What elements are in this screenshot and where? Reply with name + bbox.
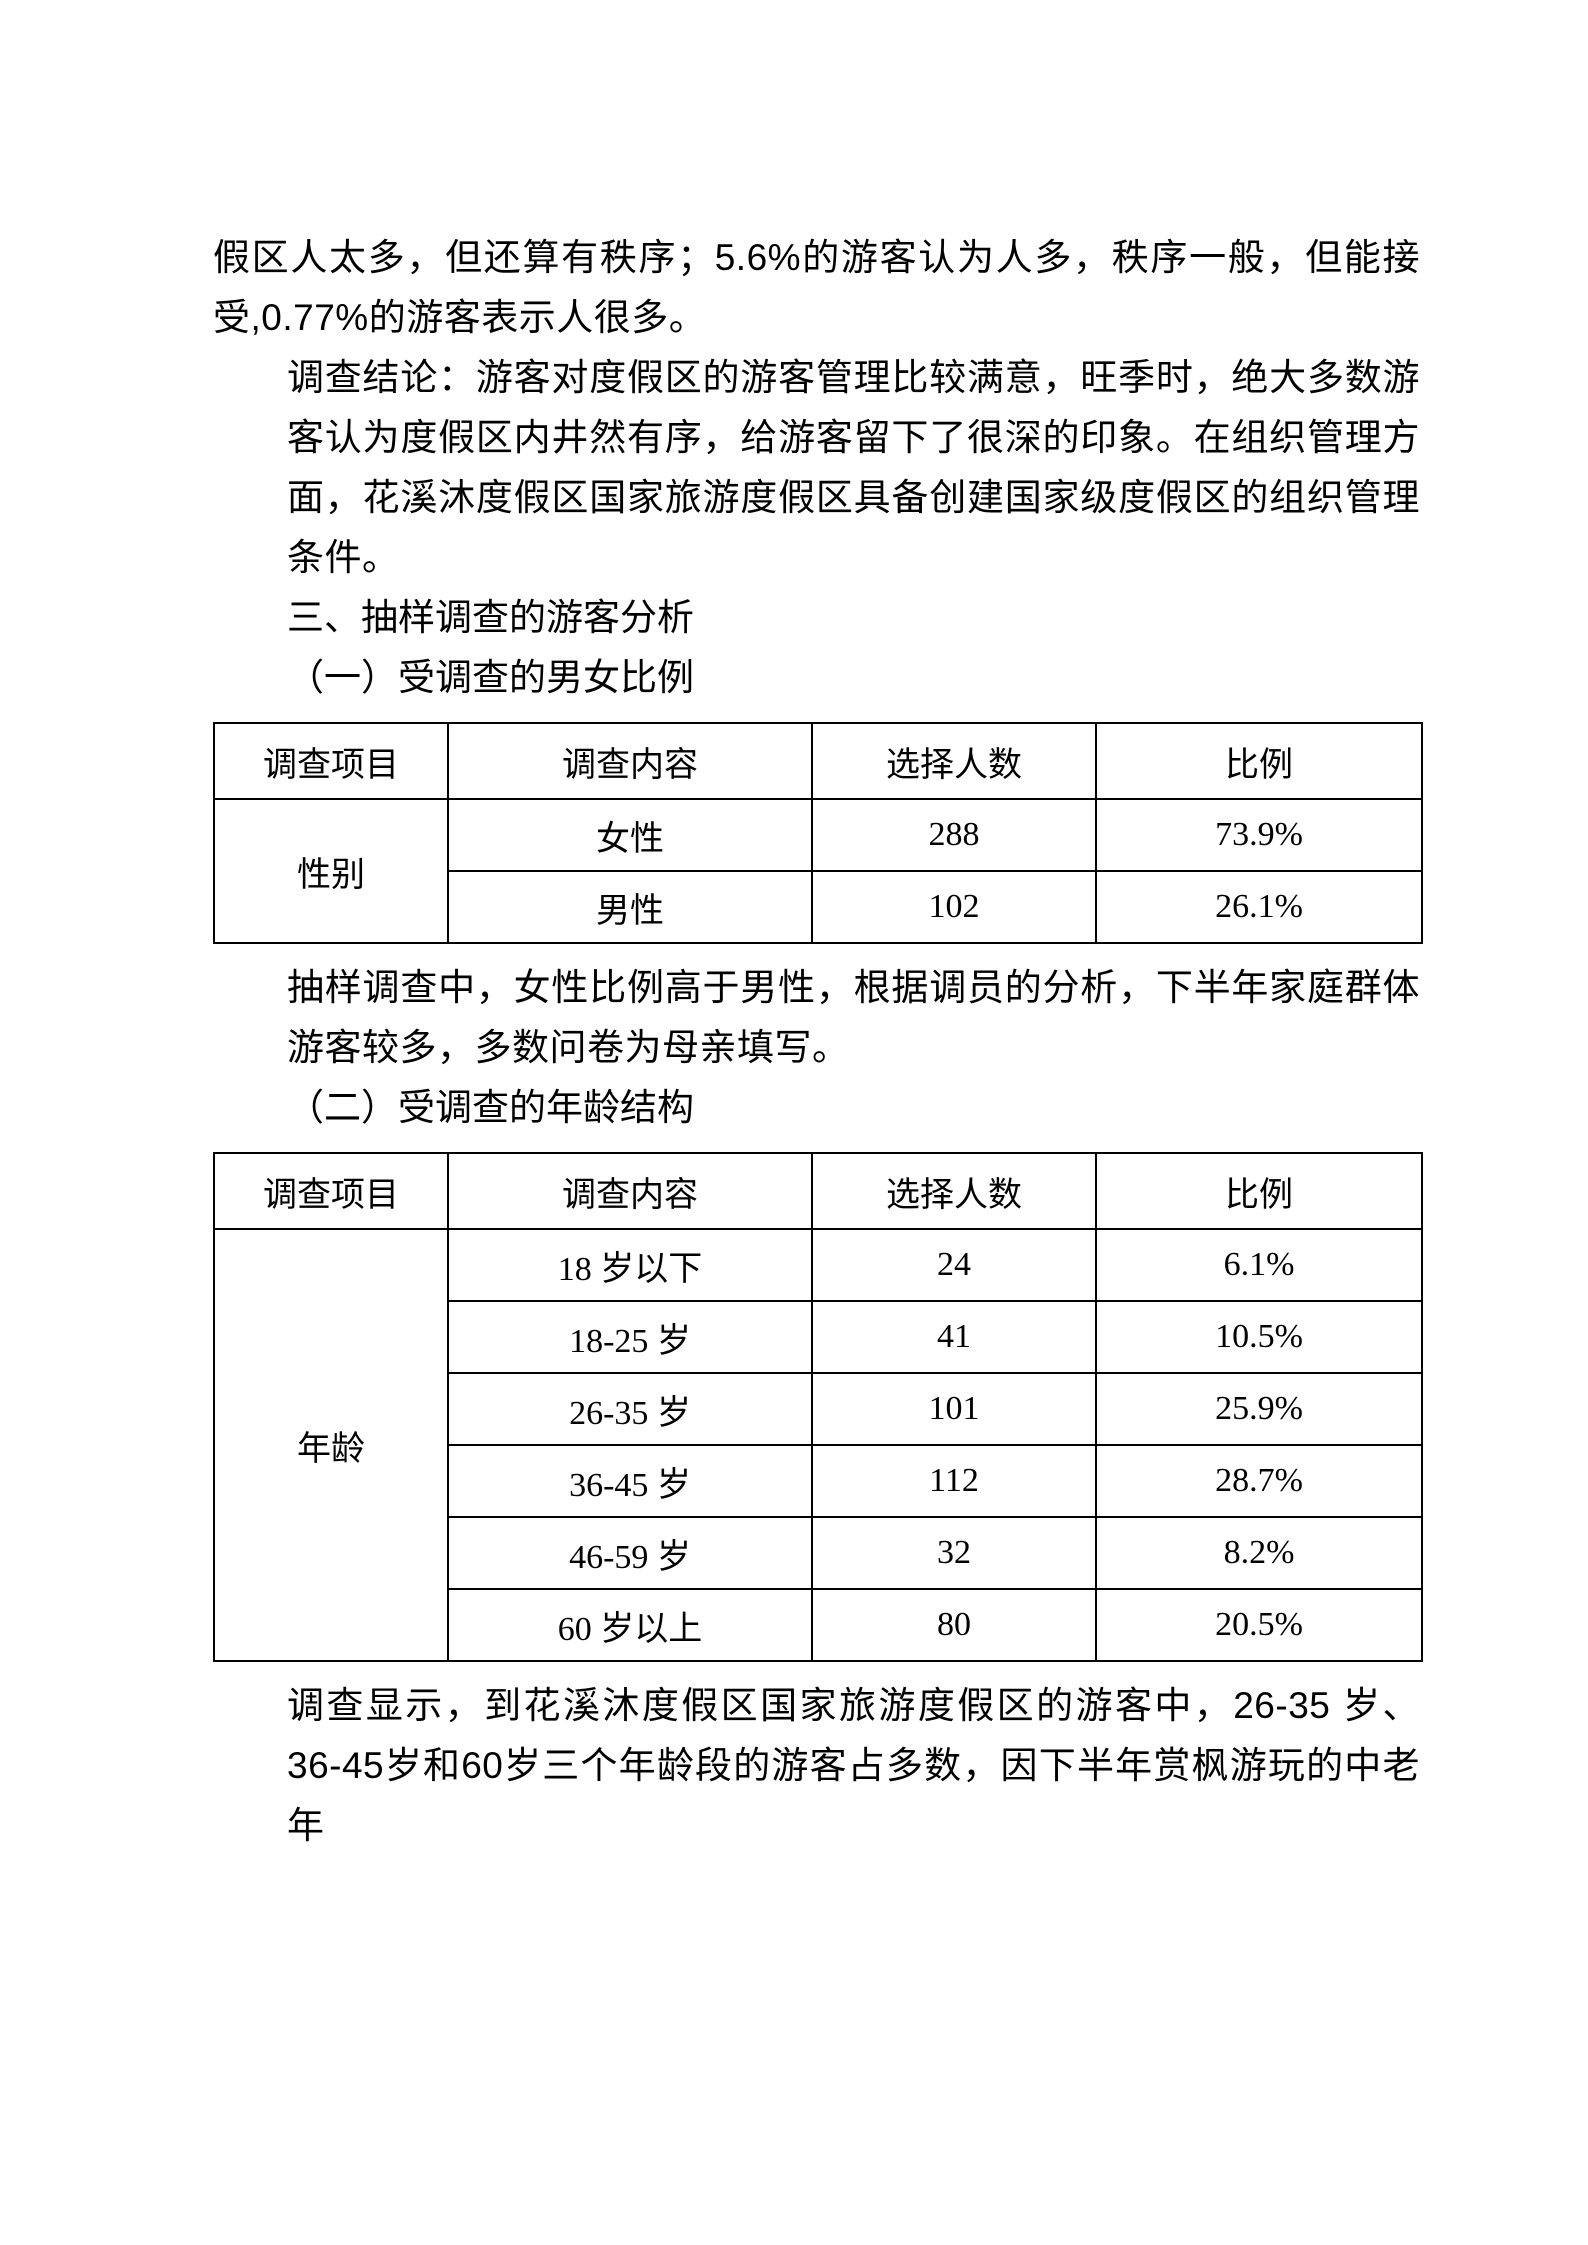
table-row: 46-59 岁 32 8.2% (214, 1516, 1423, 1590)
cell-count: 41 (811, 1300, 1097, 1374)
cell-content: 26-35 岁 (447, 1372, 813, 1446)
heading-section-3: 三、抽样调查的游客分析 (287, 597, 694, 638)
cell-ratio: 25.9% (1095, 1372, 1423, 1446)
column-header-count: 选择人数 (811, 1152, 1097, 1230)
column-header-ratio: 比例 (1095, 1152, 1423, 1230)
table-row: 男性 102 26.1% (214, 870, 1423, 944)
cell-count: 24 (811, 1228, 1097, 1302)
cell-ratio: 26.1% (1095, 870, 1423, 944)
column-header-item: 调查项目 (213, 1152, 449, 1230)
table-gender-ratio: 调查项目 调查内容 选择人数 比例 性别 女性 288 73.9% 男性 102… (213, 722, 1423, 944)
cell-count: 112 (811, 1444, 1097, 1518)
table-row: 36-45 岁 112 28.7% (214, 1444, 1423, 1518)
paragraph-age-note: 调查显示，到花溪沐度假区国家旅游度假区的游客中，26-35 岁、36-45岁和6… (287, 1685, 1420, 1846)
cell-content: 女性 (447, 798, 813, 872)
cell-count: 102 (811, 870, 1097, 944)
cell-count: 80 (811, 1588, 1097, 1662)
cell-content: 18-25 岁 (447, 1300, 813, 1374)
cell-ratio: 8.2% (1095, 1516, 1423, 1590)
cell-ratio: 6.1% (1095, 1228, 1423, 1302)
cell-content: 60 岁以上 (447, 1588, 813, 1662)
table-row: 性别 女性 288 73.9% (213, 798, 1423, 944)
table-header-row: 调查项目 调查内容 选择人数 比例 (213, 1152, 1423, 1230)
cell-content: 36-45 岁 (447, 1444, 813, 1518)
table-age-structure: 调查项目 调查内容 选择人数 比例 年龄 18 岁以下 24 6.1% 18-2… (213, 1152, 1423, 1662)
cell-count: 288 (811, 798, 1097, 872)
column-header-content: 调查内容 (447, 722, 813, 800)
cell-count: 101 (811, 1372, 1097, 1446)
cell-content: 男性 (447, 870, 813, 944)
row-category-age: 年龄 (213, 1228, 449, 1662)
table-header-row: 调查项目 调查内容 选择人数 比例 (213, 722, 1423, 800)
paragraph-conclusion: 调查结论：游客对度假区的游客管理比较满意，旺季时，绝大多数游客认为度假区内井然有… (287, 357, 1420, 578)
column-header-content: 调查内容 (447, 1152, 813, 1230)
cell-ratio: 10.5% (1095, 1300, 1423, 1374)
table-row: 26-35 岁 101 25.9% (214, 1372, 1423, 1446)
cell-ratio: 28.7% (1095, 1444, 1423, 1518)
cell-count: 32 (811, 1516, 1097, 1590)
column-header-item: 调查项目 (213, 722, 449, 800)
column-header-count: 选择人数 (811, 722, 1097, 800)
cell-content: 46-59 岁 (447, 1516, 813, 1590)
table-row: 18-25 岁 41 10.5% (214, 1300, 1423, 1374)
cell-content: 18 岁以下 (447, 1228, 813, 1302)
paragraph-crowding: 假区人太多，但还算有秩序；5.6%的游客认为人多，秩序一般，但能接受,0.77%… (213, 237, 1420, 338)
cell-ratio: 20.5% (1095, 1588, 1423, 1662)
table-row: 年龄 18 岁以下 24 6.1% (213, 1228, 1423, 1662)
cell-ratio: 73.9% (1095, 798, 1423, 872)
column-header-ratio: 比例 (1095, 722, 1423, 800)
table-row: 60 岁以上 80 20.5% (214, 1588, 1423, 1662)
heading-subsection-gender: （一）受调查的男女比例 (287, 657, 694, 698)
row-category-gender: 性别 (213, 798, 449, 944)
heading-subsection-age: （二）受调查的年龄结构 (287, 1087, 694, 1128)
paragraph-gender-note: 抽样调查中，女性比例高于男性，根据调员的分析，下半年家庭群体游客较多，多数问卷为… (287, 967, 1420, 1068)
